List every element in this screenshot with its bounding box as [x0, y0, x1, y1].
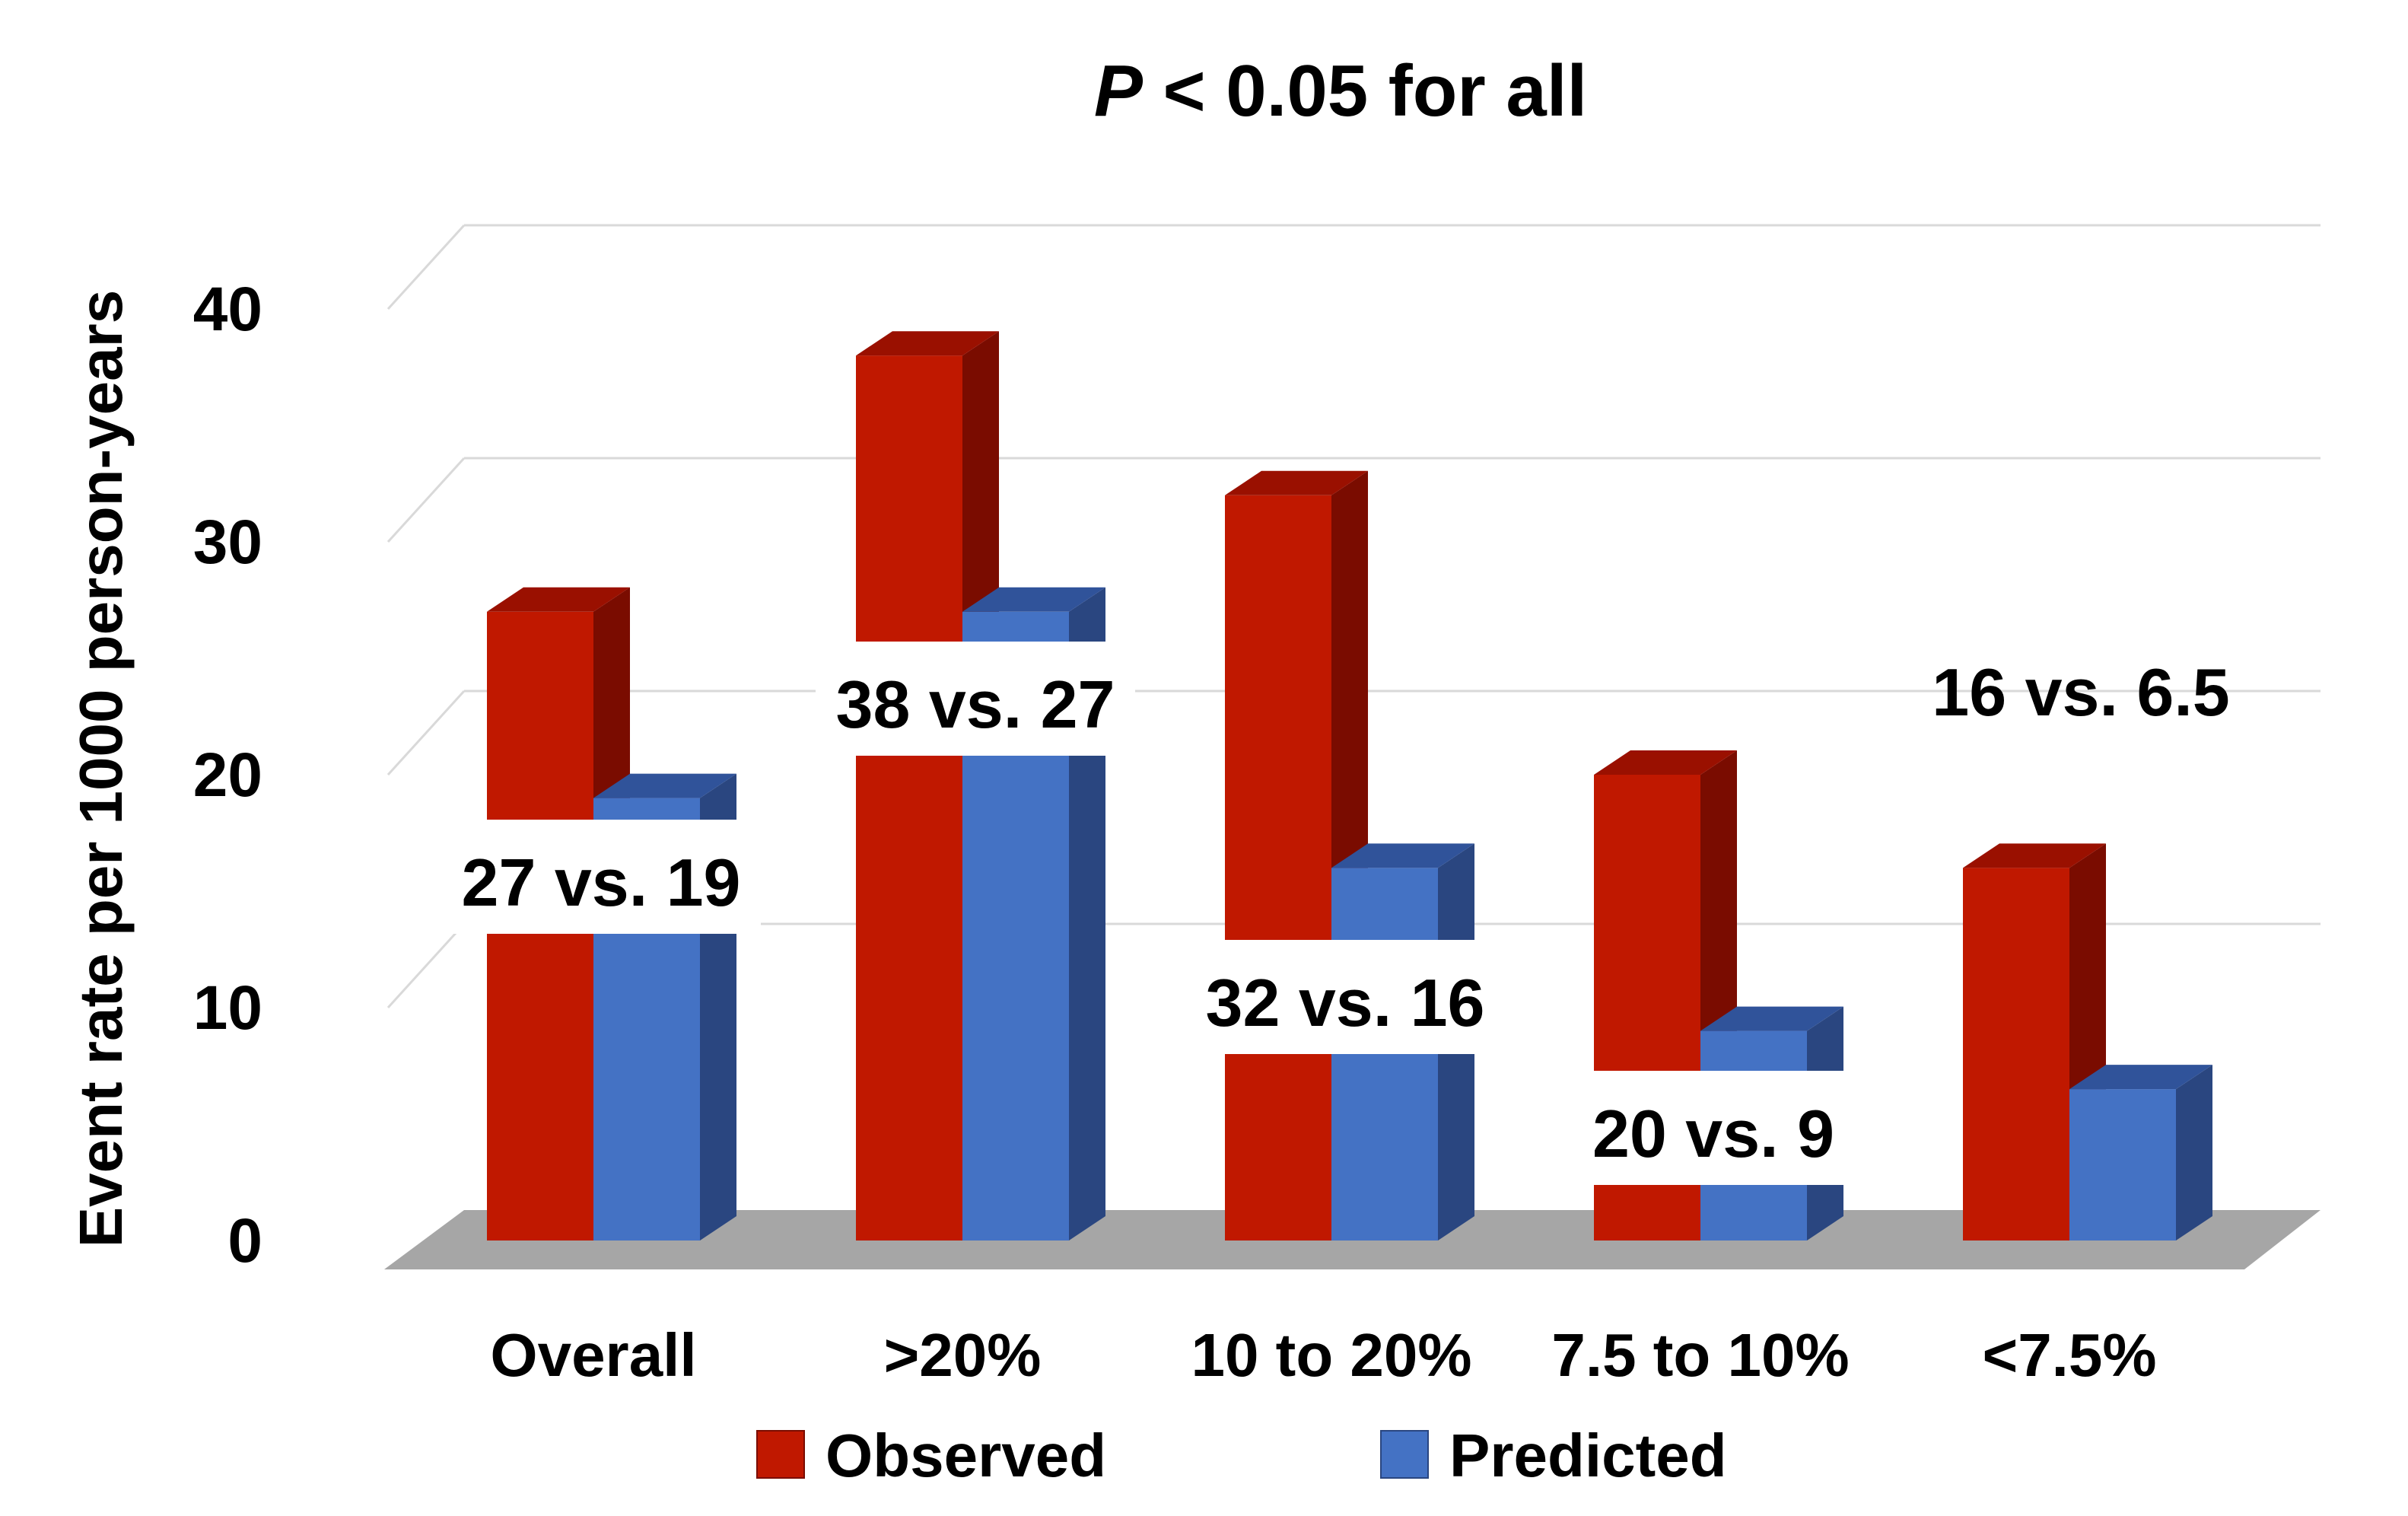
annotation-4: 16 vs. 6.5 [1932, 654, 2229, 730]
x-tick-label: 10 to 20% [1191, 1321, 1471, 1389]
annotation-label: 16 vs. 6.5 [1932, 654, 2229, 730]
gridline-depth [386, 922, 466, 1009]
y-tick-label: 20 [193, 740, 262, 810]
y-tick-label: 10 [193, 973, 262, 1043]
bar-top [1225, 470, 1368, 495]
annotation-bg [816, 642, 1135, 756]
y-tick-label: 40 [193, 275, 262, 344]
annotation-label: 20 vs. 9 [1592, 1096, 1834, 1171]
annotation-2: 32 vs. 16 [1185, 940, 1505, 1054]
annotation-3: 20 vs. 9 [1554, 1071, 1873, 1185]
annotation-label: 32 vs. 16 [1206, 965, 1485, 1040]
title-p-italic: P [1094, 50, 1144, 132]
bar-top [1963, 843, 2106, 868]
annotation-0: 27 vs. 19 [441, 820, 761, 934]
y-axis-label: Event rate per 1000 person-years [67, 290, 135, 1247]
annotation-1: 38 vs. 27 [816, 642, 1135, 756]
annotations: 27 vs. 19 38 vs. 27 32 vs. 16 20 vs. 9 16 vs… [441, 642, 2230, 1185]
y-tick-label: 30 [193, 508, 262, 577]
gridline-depth [386, 690, 466, 776]
bar-front [2069, 1089, 2176, 1241]
bar-predicted-4 [2069, 1065, 2212, 1241]
annotation-bg [1554, 1071, 1873, 1185]
legend-item-predicted: Predicted [1380, 1422, 1727, 1489]
bar-top [1700, 1006, 1843, 1031]
bar-top [1331, 843, 1474, 868]
bar-top [856, 331, 999, 356]
annotation-label: 38 vs. 27 [836, 667, 1115, 742]
bar-top [2069, 1065, 2212, 1090]
bar-front [1225, 495, 1331, 1241]
legend: Observed Predicted [756, 1422, 1727, 1489]
x-tick-label: <7.5% [1982, 1321, 2156, 1389]
legend-item-observed: Observed [756, 1422, 1106, 1489]
x-tick-label: Overall [490, 1321, 696, 1389]
annotation-label: 27 vs. 19 [462, 845, 741, 920]
gridline-depth [386, 457, 466, 543]
bar-front [1963, 868, 2069, 1241]
bar-top [962, 587, 1105, 612]
legend-label: Observed [825, 1422, 1106, 1489]
bar-front [1331, 868, 1438, 1241]
x-axis-ticks: Overall >20% 10 to 20% 7.5 to 10% <7.5% [490, 1321, 2156, 1389]
annotation-bg [441, 820, 761, 934]
legend-swatch [756, 1430, 805, 1479]
y-axis-ticks: 0 10 20 30 40 [193, 275, 262, 1276]
bar-front [856, 355, 962, 1241]
bars [487, 331, 2212, 1241]
annotation-bg [1185, 940, 1505, 1054]
title-rest: < 0.05 for all [1143, 50, 1587, 132]
x-tick-label: >20% [884, 1321, 1042, 1389]
bar-top [1594, 750, 1737, 775]
bar-top [593, 773, 736, 798]
gridline-depth [386, 224, 466, 311]
y-tick-label: 0 [227, 1206, 262, 1276]
x-tick-label: 7.5 to 10% [1551, 1321, 1849, 1389]
chart-title: P < 0.05 for all [1094, 50, 1587, 132]
legend-swatch [1380, 1430, 1429, 1479]
bar-top [487, 587, 630, 612]
legend-label: Predicted [1449, 1422, 1727, 1489]
bar-side [2176, 1065, 2212, 1241]
